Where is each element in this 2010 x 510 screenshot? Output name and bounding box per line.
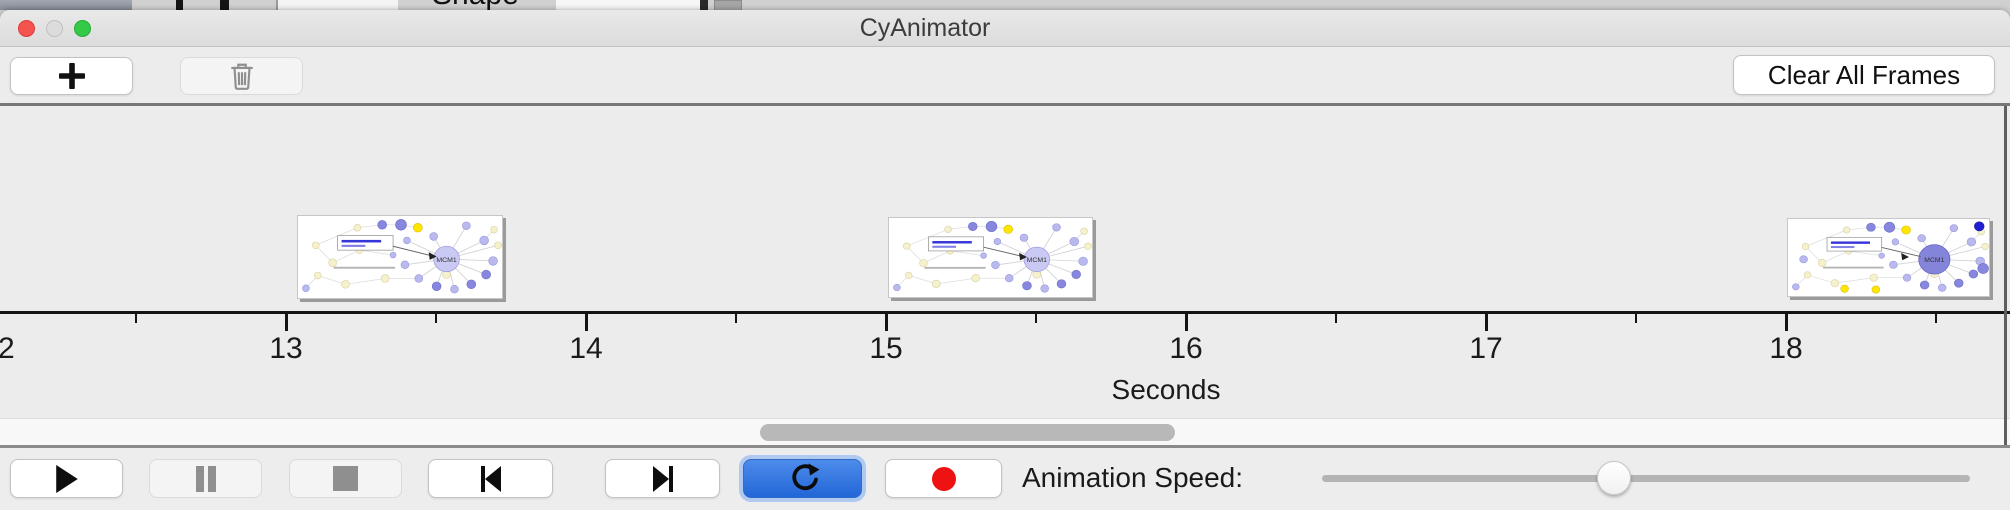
transport-bar: Animation Speed: [0, 448, 2010, 510]
tick-mark [884, 314, 888, 331]
frame-thumbnail-15s[interactable]: MCM1 [888, 217, 1093, 298]
timeline-scrollbar-thumb[interactable] [760, 424, 1175, 441]
tick-label: 14 [569, 332, 603, 365]
svg-text:MCM1: MCM1 [436, 257, 457, 264]
tick-mark [284, 314, 288, 331]
tick-mark [1784, 314, 1788, 331]
background-shape-label: Shape [432, 0, 519, 10]
pause-button[interactable] [149, 459, 262, 498]
tick-mark [1335, 314, 1337, 323]
background-glyph [220, 0, 229, 10]
clear-all-frames-button[interactable]: Clear All Frames [1733, 55, 1995, 95]
background-button-fragment [714, 0, 742, 10]
play-button[interactable] [10, 459, 123, 498]
tick-mark [135, 314, 137, 323]
close-window-button[interactable] [18, 20, 35, 37]
network-graph: MCM1 [1792, 221, 1989, 294]
pause-icon [195, 465, 216, 492]
skip-to-start-icon [480, 465, 501, 492]
tick-mark [584, 314, 588, 331]
tick-label: 18 [1769, 332, 1803, 365]
animation-speed-label: Animation Speed: [1022, 462, 1244, 493]
tick-mark [1035, 314, 1037, 323]
tick-mark [435, 314, 437, 323]
timeline-panel[interactable]: MCM1 MCM1 MCM1 13 14 15 16 17 18 2 Seconds [0, 103, 2010, 448]
background-panel [276, 0, 398, 10]
animation-speed-slider-track[interactable] [1322, 475, 1970, 482]
stop-icon [333, 466, 358, 491]
skip-to-end-button[interactable] [605, 459, 720, 498]
plus-icon [58, 63, 85, 89]
skip-to-start-button[interactable] [428, 459, 553, 498]
network-graph: MCM1 [302, 219, 502, 294]
tick-label-clipped: 2 [0, 332, 15, 365]
timeline-unit-label: Seconds [1111, 374, 1221, 405]
svg-text:MCM1: MCM1 [1027, 257, 1048, 264]
tick-mark [1935, 314, 1937, 323]
tick-mark [735, 314, 737, 323]
record-button[interactable] [885, 459, 1002, 498]
network-graph: MCM1 [893, 221, 1092, 293]
tick-mark [1184, 314, 1188, 331]
loop-icon [791, 463, 819, 491]
background-glyph [700, 0, 708, 10]
svg-text:MCM1: MCM1 [1924, 257, 1944, 264]
skip-to-end-icon [652, 465, 673, 492]
tick-mark [1484, 314, 1488, 331]
timeline-scrollbar-track[interactable] [0, 418, 2010, 445]
frame-thumbnail-13s[interactable]: MCM1 [297, 215, 503, 299]
frame-thumbnail-18s[interactable]: MCM1 [1787, 218, 1990, 297]
play-icon [55, 464, 78, 493]
background-panel [556, 0, 706, 10]
trash-icon [230, 63, 253, 90]
tick-label: 17 [1469, 332, 1503, 365]
tick-mark [1635, 314, 1637, 323]
tick-label: 13 [269, 332, 303, 365]
record-icon [931, 466, 956, 491]
zoom-window-button[interactable] [74, 20, 91, 37]
delete-frame-button[interactable] [180, 57, 303, 95]
cyanimator-window: CyAnimator Clear All Frames MCM1 MCM1 MCM1… [0, 10, 2010, 510]
tick-label: 16 [1169, 332, 1203, 365]
window-title: CyAnimator [859, 14, 991, 42]
panel-right-border [2004, 106, 2007, 445]
add-frame-button[interactable] [10, 57, 133, 95]
loop-button[interactable] [743, 459, 862, 498]
tick-label: 15 [869, 332, 903, 365]
animation-speed-slider-knob[interactable] [1596, 461, 1631, 495]
stop-button[interactable] [289, 459, 402, 498]
background-app-strip: Shape [0, 0, 2010, 10]
background-glyph [176, 0, 183, 10]
minimize-window-button[interactable] [46, 20, 63, 37]
timeline-axis [0, 311, 2010, 314]
background-dark-panel [0, 0, 132, 10]
title-bar: CyAnimator [0, 10, 2010, 47]
